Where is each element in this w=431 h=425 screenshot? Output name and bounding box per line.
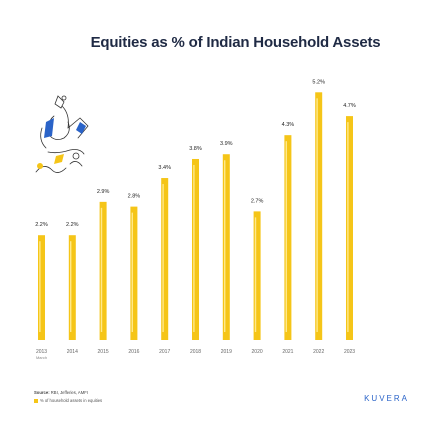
x-tick-2020: 2020 [252, 349, 263, 355]
bar-highlight-2019 [224, 160, 226, 332]
bar-2013 [38, 235, 45, 340]
bar-highlight-2022 [316, 98, 318, 332]
x-tick-2014: 2014 [67, 349, 78, 355]
x-tick-2022: 2022 [313, 349, 324, 355]
x-tick-2016: 2016 [128, 349, 139, 355]
brand-logo: KUVERA [364, 394, 409, 403]
legend-label: % of household assets in equities [40, 398, 103, 403]
value-label-2014: 2.2% [66, 222, 79, 228]
chart-legend: % of household assets in equities [34, 398, 102, 403]
x-tick-2018: 2018 [190, 349, 201, 355]
bar-2014 [68, 235, 76, 340]
value-label-2019: 3.9% [220, 141, 233, 147]
bar-2017 [161, 178, 169, 340]
source-note: Source: RBI, Jefferies, AMFI [34, 390, 88, 395]
value-label-2022: 5.2% [312, 79, 325, 85]
bar-highlight-2020 [254, 217, 257, 332]
bar-2022 [315, 92, 323, 340]
bar-2016 [130, 206, 138, 340]
x-tick-2021: 2021 [282, 349, 293, 355]
bar-highlight-2018 [193, 164, 195, 332]
bar-2015 [99, 201, 107, 340]
bar-highlight-2016 [131, 212, 133, 332]
bar-2019 [222, 154, 230, 340]
value-label-2018: 3.8% [189, 146, 202, 152]
value-label-2013: 2.2% [35, 222, 48, 228]
value-label-2017: 3.4% [158, 165, 171, 171]
chart-title: Equities as % of Indian Household Assets [90, 34, 381, 51]
bar-2023 [346, 116, 353, 340]
bar-highlight-2023 [347, 122, 349, 332]
x-tick-2019: 2019 [221, 349, 232, 355]
x-tick-2017: 2017 [159, 349, 170, 355]
bar-2020 [253, 211, 261, 340]
bar-highlight-2017 [162, 184, 164, 332]
bar-highlight-2014 [70, 241, 72, 332]
x-tick-2013: 2013 [36, 349, 47, 355]
source-text: RBI, Jefferies, AMFI [49, 390, 88, 395]
value-label-2020: 2.7% [251, 198, 264, 204]
x-tick-2023: 2023 [344, 349, 355, 355]
value-label-2023: 4.7% [343, 103, 356, 109]
bar-highlight-2015 [100, 207, 103, 332]
bar-highlight-2021 [285, 141, 287, 332]
legend-swatch [34, 398, 38, 403]
investor-doodle-illustration [35, 95, 89, 173]
bar-2018 [192, 158, 199, 340]
value-label-2016: 2.8% [128, 194, 141, 200]
value-label-2021: 4.3% [282, 122, 295, 128]
bar-2021 [284, 135, 292, 340]
x-tick-2015: 2015 [98, 349, 109, 355]
x-tick-sublabel-2013: March [36, 355, 47, 360]
bar-highlight-2013 [39, 241, 41, 332]
source-label: Source: [34, 390, 50, 395]
value-label-2015: 2.9% [97, 189, 110, 195]
